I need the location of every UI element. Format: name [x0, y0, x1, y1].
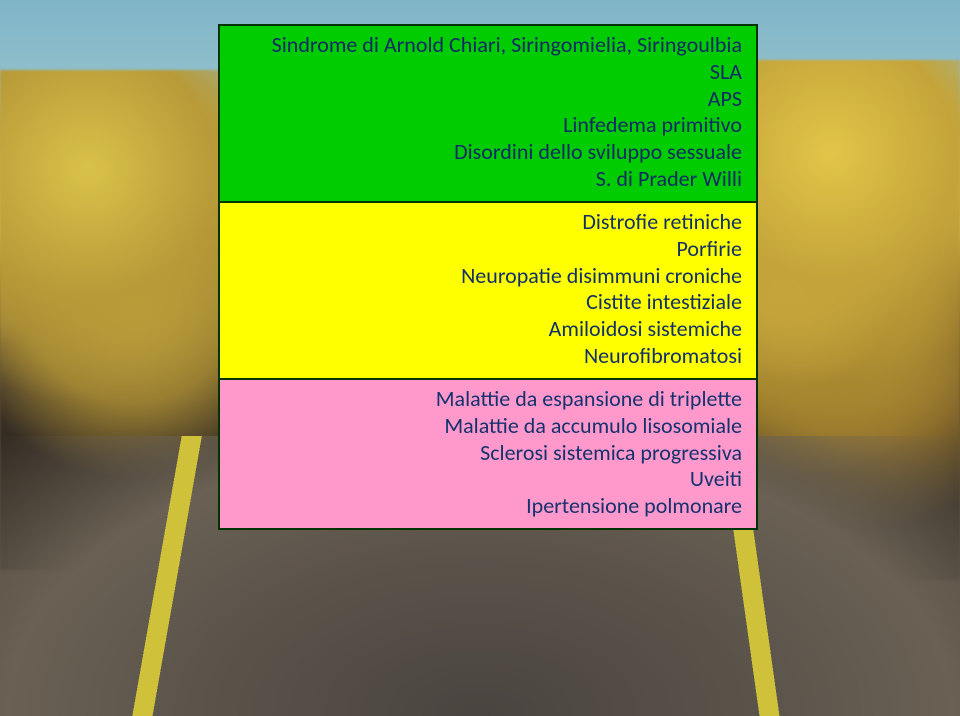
list-item: Amiloidosi sistemiche	[234, 316, 742, 343]
disease-panel: Sindrome di Arnold Chiari, Siringomielia…	[218, 24, 758, 530]
list-item: Ipertensione polmonare	[234, 493, 742, 520]
list-item: Neurofibromatosi	[234, 343, 742, 370]
list-item: APS	[234, 86, 742, 113]
list-item: Sclerosi sistemica progressiva	[234, 440, 742, 467]
list-item: Distrofie retiniche	[234, 209, 742, 236]
list-item: SLA	[234, 59, 742, 86]
list-item: Linfedema primitivo	[234, 112, 742, 139]
list-item: S. di Prader Willi	[234, 166, 742, 193]
pink-section: Malattie da espansione di triplette Mala…	[220, 380, 756, 528]
list-item: Uveiti	[234, 466, 742, 493]
list-item: Cistite intestiziale	[234, 289, 742, 316]
list-item: Malattie da accumulo lisosomiale	[234, 413, 742, 440]
yellow-section: Distrofie retiniche Porfirie Neuropatie …	[220, 201, 756, 380]
list-item: Porfirie	[234, 236, 742, 263]
list-item: Malattie da espansione di triplette	[234, 386, 742, 413]
list-item: Disordini dello sviluppo sessuale	[234, 139, 742, 166]
list-item: Neuropatie disimmuni croniche	[234, 263, 742, 290]
list-item: Sindrome di Arnold Chiari, Siringomielia…	[234, 32, 742, 59]
green-section: Sindrome di Arnold Chiari, Siringomielia…	[220, 26, 756, 201]
